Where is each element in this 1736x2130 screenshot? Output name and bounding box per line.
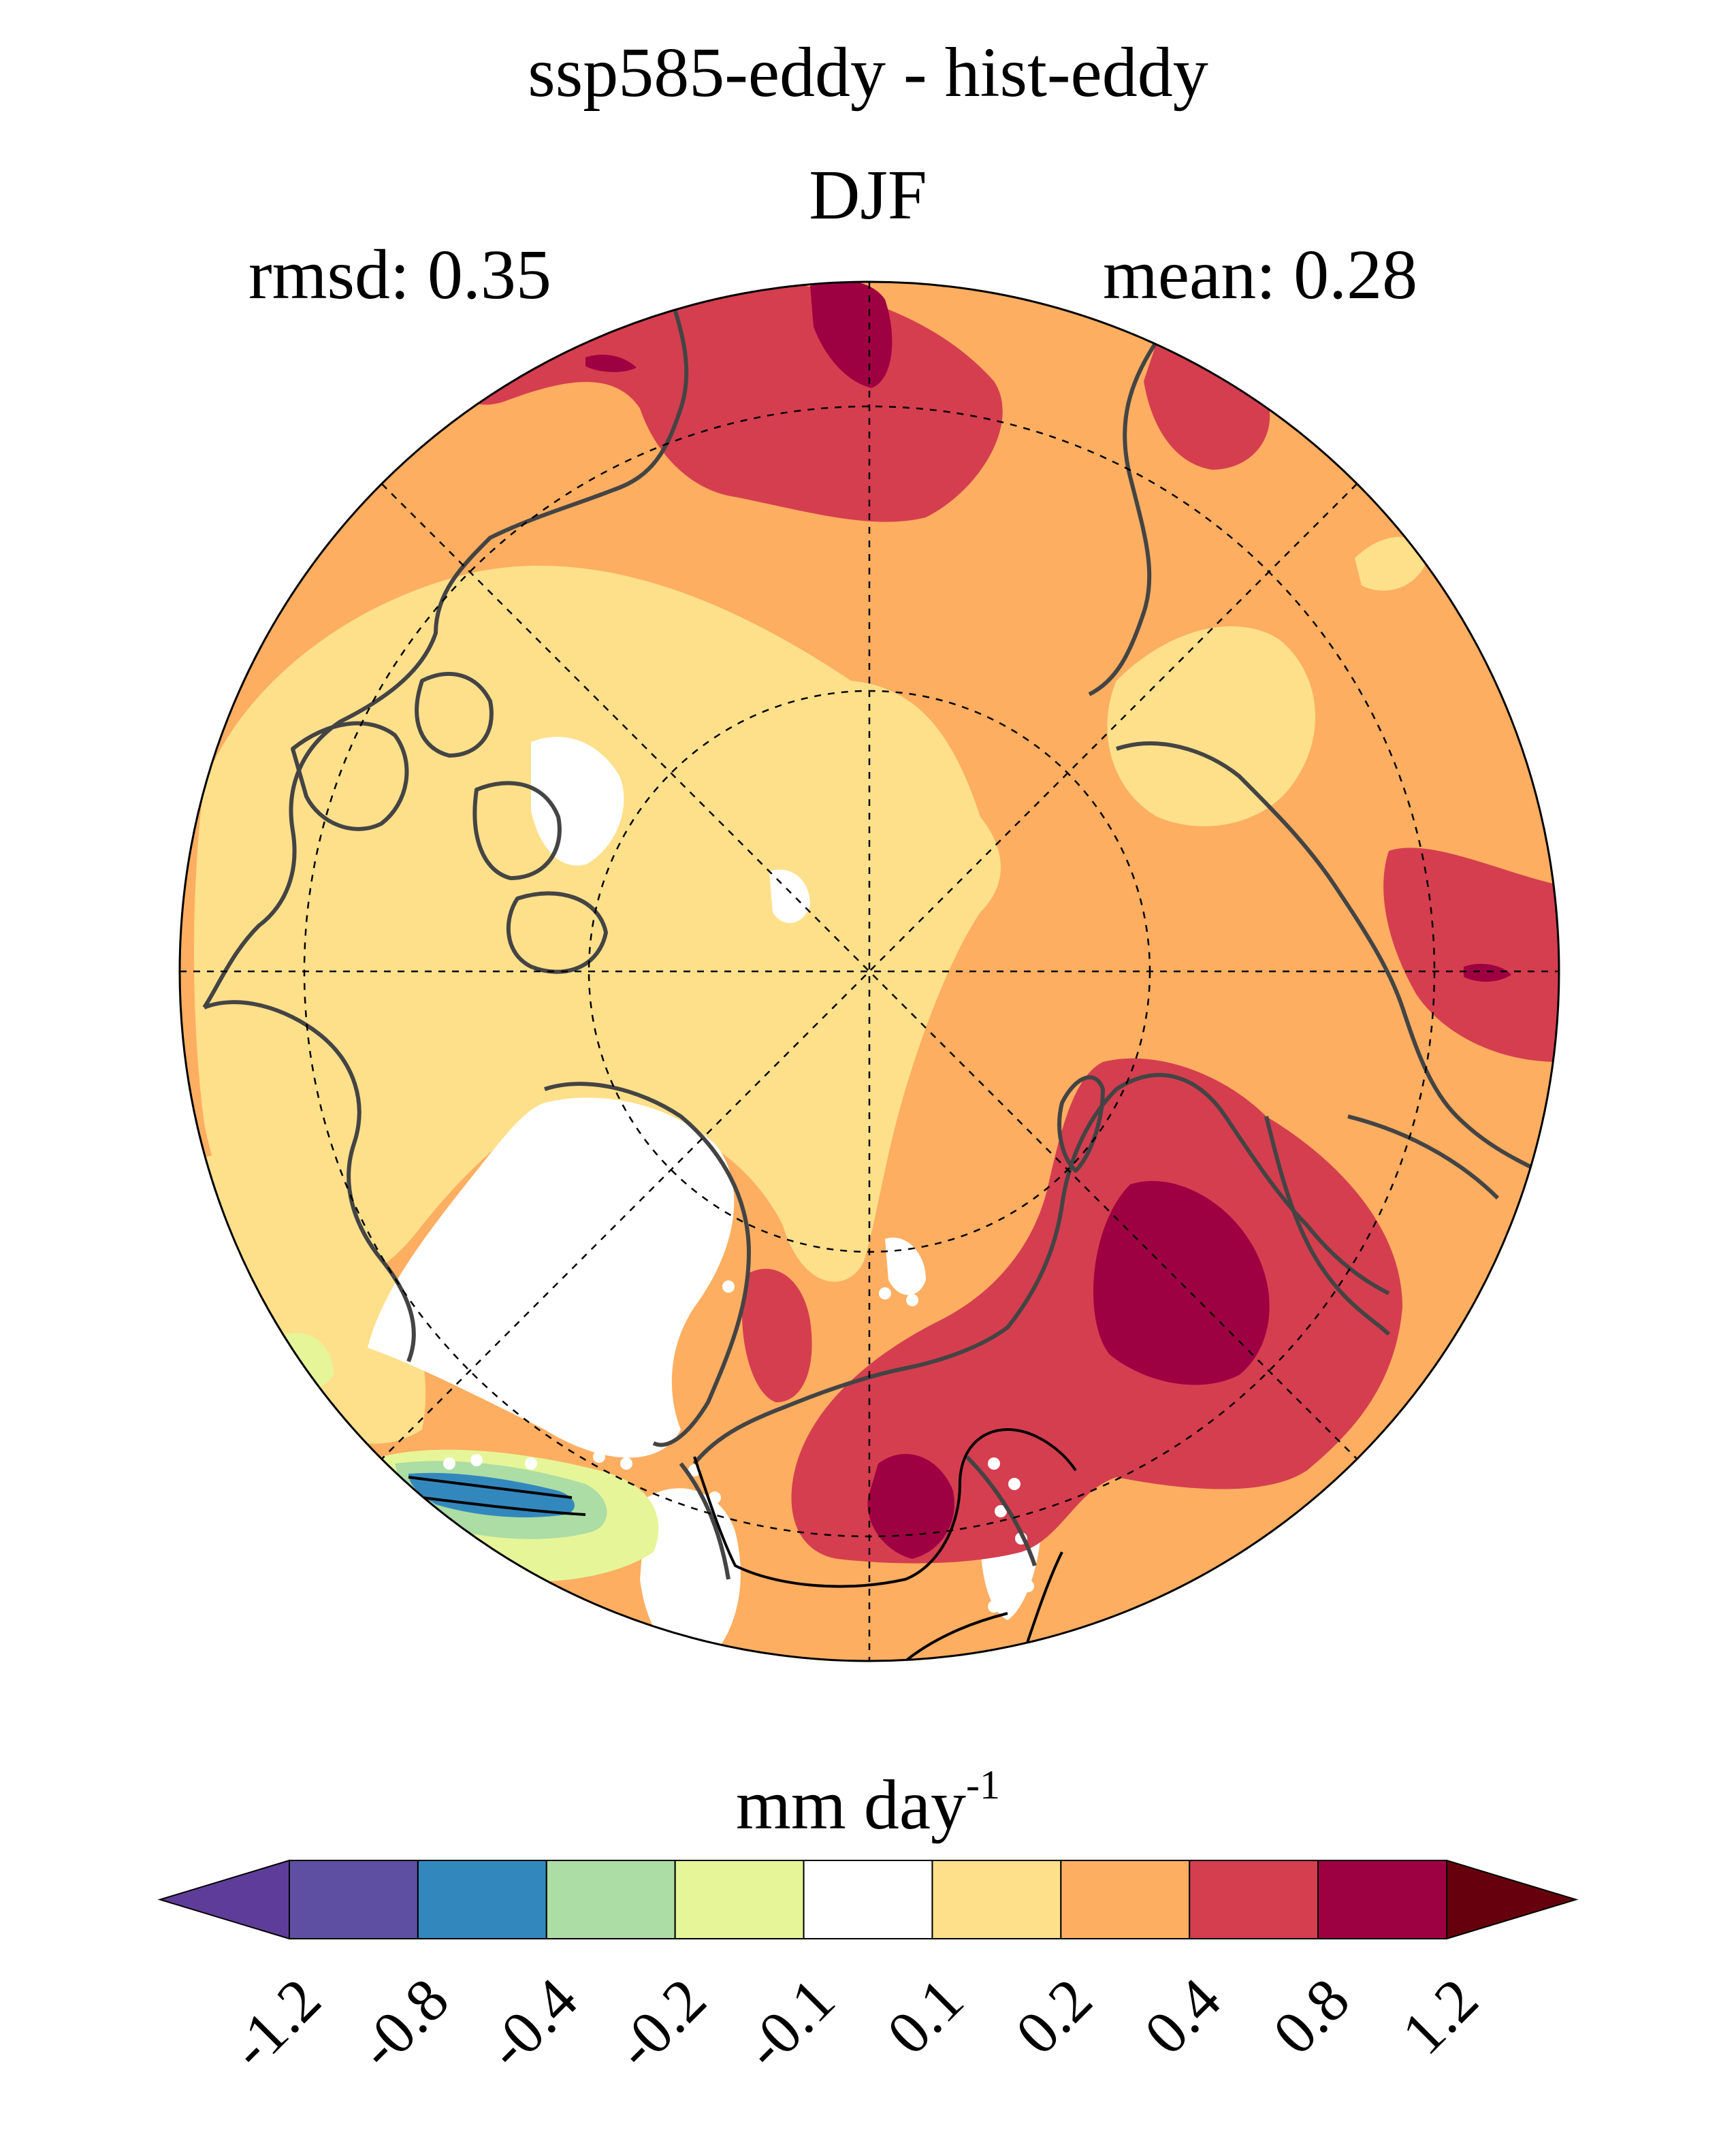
field-light-yellow-east bbox=[1107, 626, 1316, 826]
field-white-arctic-patch bbox=[769, 869, 810, 924]
field-dark-red-east bbox=[1464, 963, 1511, 982]
field-red-europe bbox=[742, 1268, 812, 1402]
field-light-yellow-west bbox=[204, 1155, 426, 1444]
field-dark-red-nw bbox=[585, 354, 637, 372]
coastline-hudson-bay bbox=[203, 1000, 416, 1363]
field-light-yellow-central bbox=[194, 565, 1001, 1285]
season-label: DJF bbox=[809, 156, 927, 234]
map-boundary bbox=[178, 280, 1560, 1662]
colorbar-segment bbox=[417, 1860, 547, 1939]
colorbar-segment bbox=[1060, 1860, 1191, 1939]
field-white-scandinavia bbox=[885, 1238, 926, 1295]
meridian-diagonal-2 bbox=[381, 483, 1357, 1459]
field-white-greenland bbox=[368, 1097, 735, 1458]
field-light-yellow-ne bbox=[1355, 536, 1430, 591]
map-title: ssp585-eddy - hist-eddy bbox=[528, 33, 1208, 112]
rmsd-label: rmsd: 0.35 bbox=[248, 236, 551, 314]
contour-line-atlantic bbox=[693, 1427, 1077, 1588]
colorbar-extend-high bbox=[1446, 1859, 1579, 1940]
field-dark-red-north bbox=[810, 282, 893, 388]
coastline-siberia-north bbox=[1116, 741, 1540, 1173]
mean-label: mean: 0.28 bbox=[1103, 236, 1418, 314]
map-fields bbox=[180, 282, 1559, 1661]
coastline-arctic-islands bbox=[291, 672, 608, 974]
units-exponent: -1 bbox=[965, 1762, 1000, 1808]
colorbar-segment bbox=[803, 1860, 933, 1939]
colorbar bbox=[157, 1859, 1579, 1940]
field-white-baffin bbox=[531, 737, 624, 866]
colorbar-extend-low bbox=[157, 1859, 290, 1940]
meridian-diagonal-1 bbox=[381, 483, 1357, 1459]
coastline-eurasia bbox=[692, 1073, 1390, 1465]
significance-dots bbox=[443, 1199, 1034, 1613]
coastline-north-america bbox=[202, 285, 689, 1009]
contour-line-sw bbox=[408, 1476, 586, 1516]
coastline-europe-south bbox=[679, 1455, 1037, 1580]
units-text: mm day bbox=[736, 1766, 966, 1844]
graticule bbox=[180, 282, 1559, 1661]
colorbar-segment bbox=[1317, 1860, 1447, 1939]
coastlines bbox=[202, 285, 1540, 1580]
field-dark-red-south bbox=[867, 1453, 954, 1559]
coastline-greenland bbox=[544, 1082, 751, 1447]
colorbar-segment bbox=[1189, 1860, 1319, 1939]
field-blue-sw bbox=[408, 1472, 575, 1518]
colorbar-segment bbox=[674, 1860, 805, 1939]
colorbar-segment bbox=[931, 1860, 1062, 1939]
colorbar-units: mm day-1 bbox=[0, 1764, 1736, 1841]
colorbar-segment bbox=[545, 1860, 676, 1939]
field-red-east bbox=[1383, 848, 1559, 1062]
colorbar-segment bbox=[289, 1860, 419, 1939]
coastline-kamchatka bbox=[1264, 1114, 1500, 1336]
coastline-alaska bbox=[1088, 339, 1159, 696]
